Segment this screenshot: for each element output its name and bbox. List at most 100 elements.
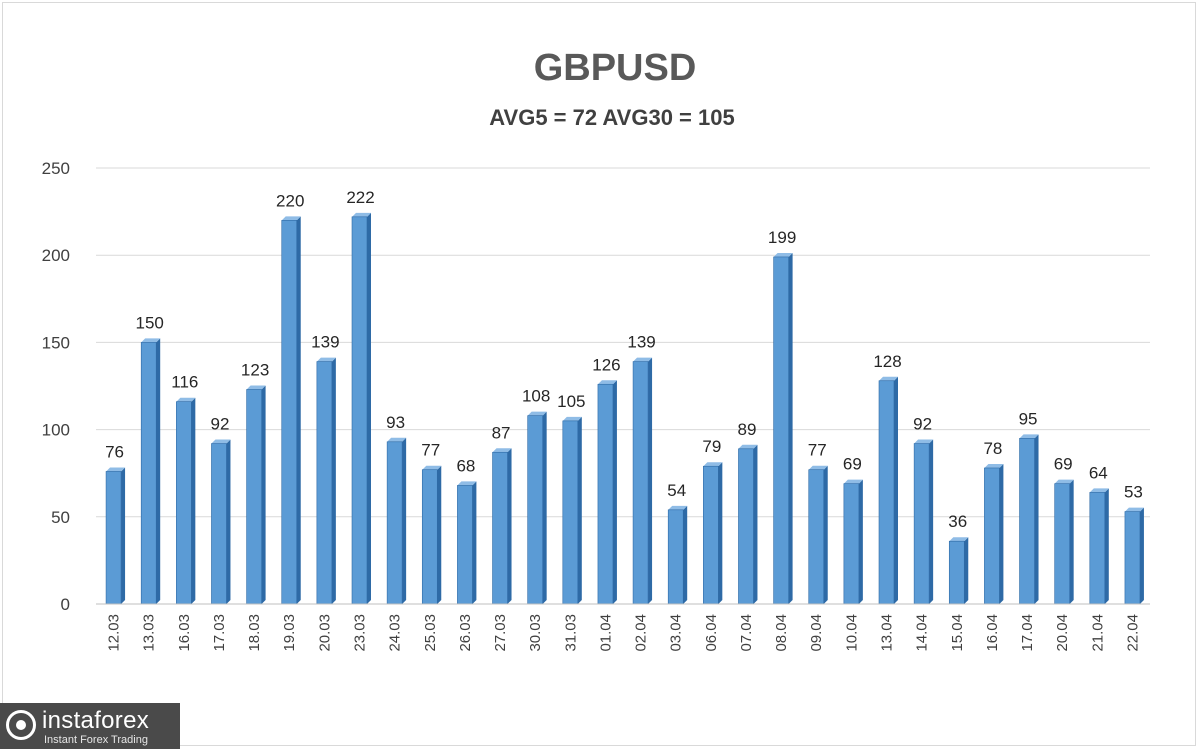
bar-30.03	[527, 411, 547, 605]
data-label: 105	[557, 392, 585, 411]
bar-front	[984, 467, 1000, 605]
bar-side	[683, 505, 688, 604]
data-label: 92	[211, 415, 230, 434]
bar-front	[1089, 492, 1106, 605]
bar-front	[632, 361, 649, 605]
bar-side	[1104, 488, 1109, 604]
bar-side	[261, 385, 266, 604]
bar-side	[648, 357, 653, 604]
data-label: 54	[667, 481, 686, 500]
data-label: 222	[346, 188, 374, 207]
bar-12.03	[105, 467, 126, 605]
x-tick-label: 07.04	[738, 614, 755, 652]
data-label: 89	[738, 420, 757, 439]
bar-07.04	[738, 444, 758, 605]
bar-side	[999, 463, 1004, 604]
x-tick-label: 02.04	[633, 614, 650, 652]
data-label: 199	[768, 228, 796, 247]
bar-front	[1124, 511, 1141, 605]
bar-top	[352, 212, 371, 217]
data-label: 79	[702, 437, 721, 456]
x-tick-label: 08.04	[773, 614, 790, 652]
bar-02.04	[632, 357, 653, 605]
bar-08.04	[773, 252, 793, 605]
bar-top	[457, 481, 477, 486]
bar-top	[1019, 434, 1039, 439]
y-tick-label: 250	[42, 159, 70, 178]
bar-front	[246, 389, 262, 605]
bar-front	[773, 256, 789, 605]
data-label: 53	[1124, 483, 1143, 502]
bar-front	[738, 448, 754, 605]
bar-24.03	[386, 437, 407, 605]
data-label: 220	[276, 191, 304, 210]
bar-front	[562, 420, 579, 605]
y-tick-label: 0	[61, 595, 70, 614]
x-tick-label: 14.04	[914, 614, 931, 652]
bar-front	[948, 540, 965, 605]
bar-front	[808, 469, 825, 605]
bar-front	[667, 509, 684, 605]
bar-front	[351, 216, 368, 605]
data-label: 92	[913, 415, 932, 434]
bar-side	[753, 444, 758, 604]
x-tick-label: 24.03	[387, 614, 404, 652]
bar-top	[914, 439, 934, 444]
gear-logo-icon	[6, 710, 36, 740]
x-tick-label: 19.03	[281, 614, 298, 652]
bar-top	[246, 385, 266, 390]
bar-top	[562, 416, 582, 421]
bar-top	[1124, 507, 1144, 512]
bar-top	[738, 444, 758, 449]
bar-front	[211, 443, 227, 605]
instaforex-logo: instaforex Instant Forex Trading	[0, 703, 180, 749]
data-label: 95	[1019, 409, 1038, 428]
bar-side	[612, 380, 617, 604]
bar-side	[296, 216, 301, 604]
bar-top	[492, 448, 512, 453]
chart-subtitle: AVG5 = 72 AVG30 = 105	[489, 105, 734, 130]
x-tick-label: 22.04	[1124, 614, 1141, 652]
x-axis: 12.03 13.03 16.03 17.03 18.03 19.03 20.03 23.03…	[96, 603, 1150, 652]
bar-front	[105, 471, 122, 605]
bar-top	[633, 357, 653, 362]
data-label: 139	[311, 333, 339, 352]
bar-front	[913, 443, 930, 605]
x-tick-label: 21.04	[1089, 614, 1106, 652]
data-labels: 76 150 116 92 123 220 139 222 93 77 68 87 108 105 126 1…	[105, 188, 1143, 531]
bar-side	[1034, 434, 1039, 604]
bar-26.03	[457, 481, 477, 605]
bar-front	[176, 401, 192, 605]
bar-top	[773, 252, 793, 257]
bar-side	[823, 465, 828, 604]
bar-20.04	[1054, 479, 1074, 605]
bar-front	[527, 415, 543, 605]
x-tick-label: 27.03	[492, 614, 509, 652]
y-tick-label: 200	[42, 246, 70, 265]
bar-10.04	[843, 479, 863, 605]
logo-name: instaforex	[42, 707, 150, 734]
bar-27.03	[492, 448, 512, 605]
y-tick-label: 150	[42, 333, 70, 352]
data-label: 77	[808, 441, 827, 460]
data-label: 126	[592, 355, 620, 374]
data-label: 36	[948, 512, 967, 531]
bar-side	[367, 212, 371, 604]
bar-21.04	[1089, 488, 1109, 605]
x-tick-label: 10.04	[843, 614, 860, 652]
bar-top	[176, 397, 196, 402]
bar-side	[858, 479, 863, 604]
x-tick-label: 20.03	[316, 614, 333, 652]
bar-side	[191, 397, 196, 604]
x-tick-label: 12.03	[106, 614, 123, 652]
y-axis: 0 50 100 150 200 250	[42, 159, 70, 614]
bar-side	[156, 338, 161, 604]
x-tick-label: 26.03	[457, 614, 474, 652]
x-tick-label: 13.04	[879, 614, 896, 652]
data-label: 78	[983, 439, 1002, 458]
bars	[105, 212, 1144, 605]
bar-23.03	[351, 212, 371, 605]
data-label: 116	[171, 373, 198, 392]
data-label: 108	[522, 387, 550, 406]
